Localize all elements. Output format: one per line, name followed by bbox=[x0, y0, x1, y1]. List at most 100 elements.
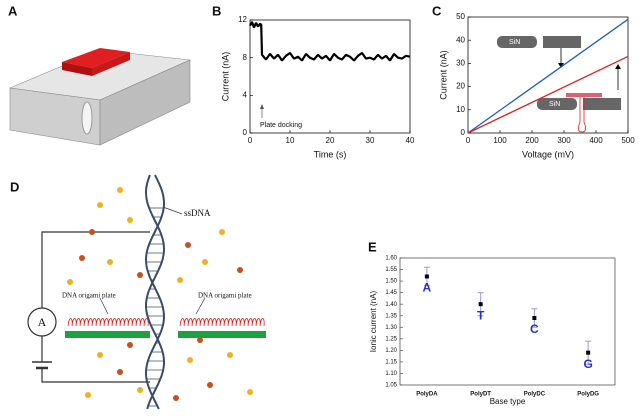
ion bbox=[173, 395, 179, 401]
ion bbox=[197, 337, 203, 343]
y-axis-title: Current (nA) bbox=[438, 50, 448, 100]
y-tick-label: 1.60 bbox=[385, 256, 397, 262]
ion bbox=[117, 187, 123, 193]
y-tick-label: 8 bbox=[243, 53, 248, 62]
ion bbox=[79, 255, 85, 261]
x-axis-title: Base type bbox=[490, 397, 526, 406]
ammeter-label: A bbox=[38, 315, 47, 329]
origami-coil bbox=[179, 318, 265, 327]
y-tick-label: 1.05 bbox=[385, 383, 397, 389]
point-label: C bbox=[530, 322, 539, 336]
y-tick-label: 40 bbox=[456, 35, 465, 44]
ion bbox=[97, 352, 103, 358]
ion bbox=[187, 357, 193, 363]
y-tick-label: 1.10 bbox=[385, 371, 397, 377]
ion bbox=[67, 279, 73, 285]
x-tick-label: PolyDC bbox=[524, 392, 546, 398]
ion bbox=[137, 272, 143, 278]
x-tick-label: 10 bbox=[286, 136, 295, 145]
ion bbox=[185, 242, 191, 248]
plot-frame bbox=[249, 19, 411, 134]
x-tick-label: PolyDG bbox=[577, 392, 599, 398]
y-tick-label: 10 bbox=[456, 105, 465, 114]
ion bbox=[177, 277, 183, 283]
data-point bbox=[478, 302, 483, 307]
x-tick-label: PolyDT bbox=[470, 392, 491, 398]
panel-label: A bbox=[8, 3, 18, 18]
point-label: T bbox=[477, 308, 485, 322]
y-tick-label: 1.20 bbox=[385, 348, 397, 354]
annotation: Plate docking bbox=[260, 122, 302, 129]
y-tick-label: 1.50 bbox=[385, 279, 397, 285]
data-line bbox=[249, 21, 411, 62]
plot-frame bbox=[399, 257, 616, 386]
x-tick-label: PolyDA bbox=[416, 392, 438, 398]
y-tick-label: 1.25 bbox=[385, 336, 397, 342]
x-tick-label: 0 bbox=[248, 136, 253, 145]
y-tick-label: 1.15 bbox=[385, 359, 397, 365]
ion bbox=[227, 352, 233, 358]
y-axis-title: Ionic current (nA) bbox=[369, 290, 378, 352]
y-tick-label: 1.55 bbox=[385, 267, 397, 273]
dna-strand bbox=[144, 174, 166, 410]
dna-strand bbox=[144, 174, 166, 410]
y-tick-label: 4 bbox=[243, 90, 248, 99]
x-tick-label: 0 bbox=[466, 136, 471, 145]
strand-label: ssDNA bbox=[184, 208, 211, 218]
y-tick-label: 50 bbox=[456, 12, 465, 21]
data-point bbox=[424, 274, 429, 279]
annotation-arrow bbox=[260, 104, 264, 109]
ion bbox=[85, 392, 91, 398]
inset-label: SiN bbox=[549, 101, 560, 108]
panel-label: B bbox=[212, 3, 221, 18]
ion bbox=[207, 382, 213, 388]
ion bbox=[127, 342, 133, 348]
inset-label: SiN bbox=[509, 39, 520, 46]
ion bbox=[97, 202, 103, 208]
point-label: A bbox=[423, 281, 432, 295]
ion bbox=[127, 217, 133, 223]
x-tick-label: 200 bbox=[525, 136, 539, 145]
chip-illustration bbox=[8, 48, 192, 146]
x-tick-label: 300 bbox=[557, 136, 571, 145]
plot-frame bbox=[467, 16, 629, 134]
data-line bbox=[467, 18, 629, 134]
inset-open-pore bbox=[497, 36, 581, 68]
ion bbox=[137, 387, 143, 393]
ion bbox=[237, 267, 243, 273]
x-tick-label: 100 bbox=[493, 136, 507, 145]
x-tick-label: 30 bbox=[366, 136, 375, 145]
plate-label: DNA origami plate bbox=[198, 292, 252, 300]
y-tick-label: 0 bbox=[243, 128, 248, 137]
x-tick-label: 20 bbox=[326, 136, 335, 145]
y-axis-title: Current (nA) bbox=[220, 52, 230, 102]
x-axis-title: Voltage (mV) bbox=[522, 149, 574, 159]
y-tick-label: 30 bbox=[456, 59, 465, 68]
ion bbox=[107, 259, 113, 265]
ion bbox=[89, 229, 95, 235]
plate-label: DNA origami plate bbox=[62, 292, 116, 300]
inset-blocked-pore bbox=[537, 64, 621, 133]
y-tick-label: 1.45 bbox=[385, 290, 397, 296]
data-line bbox=[467, 55, 629, 134]
nanopore-diagram bbox=[27, 174, 266, 410]
x-tick-label: 400 bbox=[589, 136, 603, 145]
y-tick-label: 1.40 bbox=[385, 302, 397, 308]
ion bbox=[247, 389, 253, 395]
panel-label: E bbox=[368, 239, 377, 254]
point-label: G bbox=[583, 357, 592, 371]
x-axis-title: Time (s) bbox=[314, 149, 347, 159]
y-tick-label: 1.35 bbox=[385, 313, 397, 319]
data-point bbox=[586, 350, 591, 355]
x-tick-label: 500 bbox=[621, 136, 635, 145]
ion bbox=[202, 259, 208, 265]
y-tick-label: 0 bbox=[461, 128, 466, 137]
x-tick-label: 40 bbox=[406, 136, 415, 145]
panel-label: C bbox=[432, 3, 442, 18]
y-tick-label: 1.30 bbox=[385, 325, 397, 331]
ion bbox=[117, 369, 123, 375]
y-tick-label: 12 bbox=[238, 15, 247, 24]
data-point bbox=[532, 316, 537, 321]
y-tick-label: 20 bbox=[456, 82, 465, 91]
